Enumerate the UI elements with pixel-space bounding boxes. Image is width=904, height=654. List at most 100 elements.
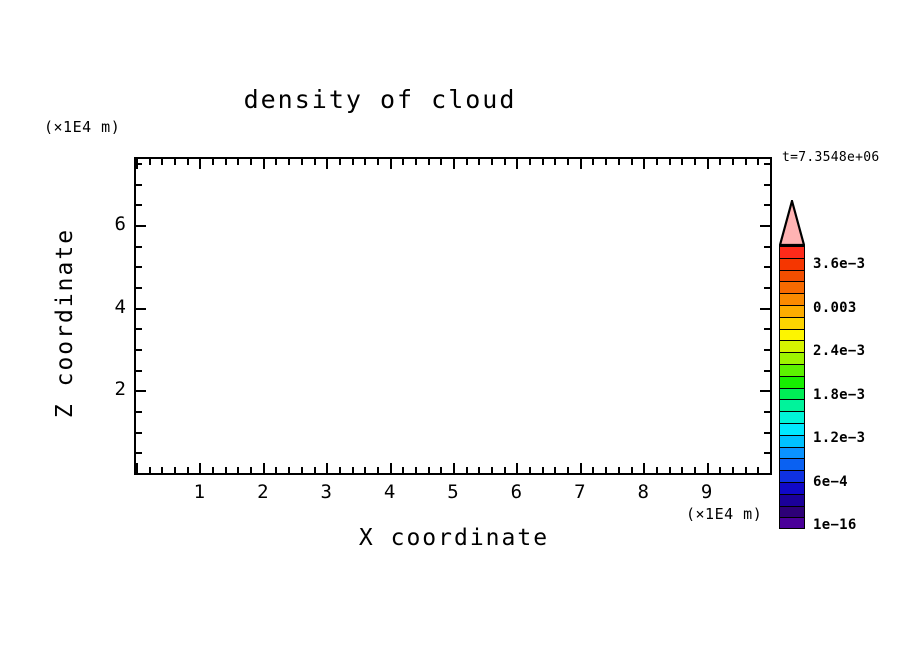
y-tick-mark: [764, 204, 770, 206]
page-title: density of cloud: [243, 85, 517, 114]
x-tick-mark: [187, 467, 189, 473]
colorbar-cell: [779, 387, 805, 400]
x-tick-mark: [478, 467, 480, 473]
colorbar-cell: [779, 363, 805, 376]
x-tick-mark: [529, 159, 531, 165]
y-axis-unit-label: (×1E4 m): [44, 118, 121, 136]
x-tick-mark: [377, 159, 379, 165]
x-tick-mark: [719, 159, 721, 165]
y-tick-mark: [764, 328, 770, 330]
x-tick-mark: [605, 467, 607, 473]
x-tick-mark: [732, 467, 734, 473]
x-tick-mark: [352, 467, 354, 473]
x-tick-mark: [339, 159, 341, 165]
colorbar-cell: [779, 293, 805, 305]
x-tick-mark: [390, 159, 392, 169]
y-tick-mark: [136, 370, 142, 372]
x-tick-mark: [199, 463, 201, 473]
x-tick-mark: [681, 467, 683, 473]
colorbar-cell: [779, 470, 805, 482]
x-tick-mark: [554, 159, 556, 165]
colorbar-cell: [779, 340, 805, 353]
x-tick-mark: [237, 467, 239, 473]
x-tick-mark: [212, 159, 214, 165]
x-tick-label: 8: [637, 481, 649, 503]
colorbar-overflow-arrow: [779, 200, 805, 246]
x-tick-mark: [567, 159, 569, 165]
colorbar[interactable]: [779, 246, 805, 530]
y-tick-mark: [136, 308, 146, 310]
x-tick-mark: [237, 159, 239, 165]
x-tick-mark: [402, 159, 404, 165]
x-tick-mark: [326, 463, 328, 473]
x-tick-mark: [364, 467, 366, 473]
colorbar-cell: [779, 304, 805, 317]
colorbar-tick-label: 1.2e−3: [813, 430, 866, 447]
y-tick-mark: [136, 390, 146, 392]
y-tick-mark: [136, 246, 142, 248]
x-tick-mark: [453, 463, 455, 473]
y-tick-mark: [136, 266, 142, 268]
colorbar-cell: [779, 375, 805, 388]
x-tick-mark: [149, 159, 151, 165]
x-tick-mark: [402, 467, 404, 473]
colorbar-tick-label: 3.6e−3: [813, 256, 866, 272]
x-tick-mark: [516, 463, 518, 473]
x-tick-mark: [275, 467, 277, 473]
y-tick-mark: [136, 432, 142, 434]
x-tick-mark: [669, 159, 671, 165]
y-axis-title: Z coordinate: [52, 227, 78, 419]
colorbar-cell: [779, 458, 805, 471]
y-tick-mark: [136, 411, 142, 413]
x-tick-mark: [339, 467, 341, 473]
colorbar-cell: [779, 446, 805, 459]
x-tick-mark: [301, 467, 303, 473]
colorbar-tick-label: 6e−4: [813, 473, 848, 490]
x-tick-mark: [694, 159, 696, 165]
x-tick-mark: [516, 159, 518, 169]
x-tick-mark: [466, 467, 468, 473]
x-tick-mark: [643, 463, 645, 473]
x-tick-mark: [428, 159, 430, 165]
x-tick-mark: [466, 159, 468, 165]
y-tick-mark: [136, 184, 142, 186]
x-tick-label: 6: [510, 481, 523, 503]
contour-field: [136, 159, 770, 473]
y-tick-mark: [764, 184, 770, 186]
y-tick-mark: [764, 163, 770, 165]
y-tick-mark: [136, 328, 142, 330]
x-tick-mark: [745, 159, 747, 165]
x-tick-mark: [250, 467, 252, 473]
colorbar-cell: [779, 328, 805, 341]
y-tick-label: 2: [114, 378, 126, 401]
x-tick-mark: [161, 159, 163, 165]
y-tick-mark: [764, 473, 770, 475]
x-tick-mark: [580, 159, 582, 169]
y-tick-mark: [764, 411, 770, 413]
x-tick-mark: [504, 467, 506, 473]
x-tick-mark: [314, 159, 316, 165]
x-tick-mark: [415, 467, 417, 473]
colorbar-tick-label: 1.8e−3: [813, 386, 866, 403]
x-tick-mark: [288, 467, 290, 473]
x-tick-mark: [390, 463, 392, 473]
x-tick-mark: [136, 463, 138, 473]
x-tick-mark: [149, 467, 151, 473]
y-tick-mark: [136, 287, 142, 289]
x-tick-label: 3: [320, 481, 332, 503]
y-tick-mark: [760, 308, 770, 310]
y-tick-mark: [764, 287, 770, 289]
x-tick-label: 9: [700, 481, 713, 503]
x-axis-unit-label: (×1E4 m): [686, 505, 763, 523]
x-tick-mark: [225, 467, 227, 473]
x-tick-mark: [187, 159, 189, 165]
colorbar-cell: [779, 257, 805, 270]
colorbar-cell: [779, 269, 805, 282]
colorbar-cell: [779, 281, 805, 294]
y-tick-mark: [760, 225, 770, 227]
x-tick-mark: [440, 159, 442, 165]
x-tick-mark: [478, 159, 480, 165]
y-tick-mark: [136, 473, 142, 475]
x-tick-mark: [757, 467, 759, 473]
x-tick-mark: [643, 159, 645, 169]
